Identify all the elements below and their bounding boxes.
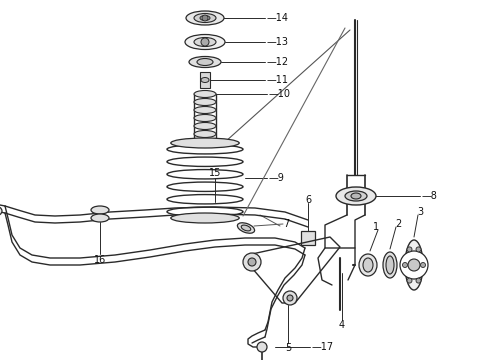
- Text: 3: 3: [417, 207, 423, 217]
- Circle shape: [400, 251, 428, 279]
- Text: —9: —9: [269, 173, 285, 183]
- Ellipse shape: [194, 131, 216, 138]
- Ellipse shape: [171, 138, 239, 148]
- Text: —14: —14: [267, 13, 289, 23]
- Circle shape: [402, 262, 408, 267]
- Circle shape: [416, 247, 421, 252]
- Text: —17: —17: [312, 342, 334, 352]
- Circle shape: [407, 247, 412, 252]
- Text: 15: 15: [209, 168, 221, 178]
- Circle shape: [416, 278, 421, 283]
- Ellipse shape: [194, 99, 216, 105]
- Ellipse shape: [194, 90, 216, 98]
- Ellipse shape: [171, 213, 239, 223]
- Ellipse shape: [363, 258, 373, 272]
- Ellipse shape: [186, 11, 224, 25]
- Circle shape: [243, 253, 261, 271]
- Ellipse shape: [405, 240, 423, 290]
- Ellipse shape: [189, 57, 221, 68]
- Ellipse shape: [197, 58, 213, 66]
- Ellipse shape: [336, 187, 376, 205]
- Ellipse shape: [201, 77, 209, 82]
- Circle shape: [201, 38, 209, 46]
- Ellipse shape: [0, 206, 2, 216]
- Text: 7: 7: [283, 219, 289, 229]
- Text: 5: 5: [285, 343, 291, 353]
- Ellipse shape: [383, 252, 397, 278]
- Ellipse shape: [194, 122, 216, 130]
- FancyBboxPatch shape: [200, 72, 210, 88]
- Circle shape: [408, 259, 420, 271]
- Text: —12: —12: [267, 57, 289, 67]
- Text: —10: —10: [269, 89, 291, 99]
- Circle shape: [420, 262, 425, 267]
- Ellipse shape: [194, 107, 216, 113]
- Circle shape: [248, 258, 256, 266]
- Circle shape: [287, 295, 293, 301]
- Ellipse shape: [194, 114, 216, 122]
- Circle shape: [407, 278, 412, 283]
- Text: —8: —8: [422, 191, 438, 201]
- Circle shape: [257, 342, 267, 352]
- Ellipse shape: [386, 256, 394, 274]
- Text: 4: 4: [339, 320, 345, 330]
- Text: 1: 1: [373, 222, 379, 232]
- Ellipse shape: [194, 37, 216, 46]
- Circle shape: [283, 291, 297, 305]
- Ellipse shape: [241, 225, 251, 231]
- Ellipse shape: [91, 214, 109, 222]
- FancyBboxPatch shape: [301, 231, 315, 245]
- Ellipse shape: [345, 191, 367, 201]
- Ellipse shape: [185, 35, 225, 50]
- Text: —11: —11: [267, 75, 289, 85]
- Text: 6: 6: [305, 195, 311, 205]
- Ellipse shape: [237, 223, 255, 233]
- Ellipse shape: [91, 206, 109, 214]
- Text: —13: —13: [267, 37, 289, 47]
- Circle shape: [202, 15, 208, 21]
- Ellipse shape: [194, 14, 216, 23]
- Ellipse shape: [359, 254, 377, 276]
- Text: 2: 2: [395, 219, 401, 229]
- Ellipse shape: [351, 193, 361, 199]
- Text: 16: 16: [94, 255, 106, 265]
- Ellipse shape: [200, 15, 210, 21]
